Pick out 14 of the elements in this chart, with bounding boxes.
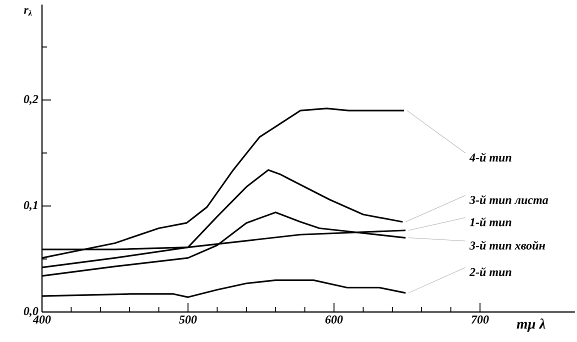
y-tick-label: 0,0 xyxy=(24,307,38,317)
text: 4-й тип xyxy=(469,152,512,162)
x-tick-label: 500 xyxy=(179,316,197,324)
y-tick-label: 0,1 xyxy=(24,201,38,211)
text: 1-й тип xyxy=(470,218,512,226)
x-tick-label: 400 xyxy=(32,316,51,324)
text: 3-й тип листа xyxy=(469,195,548,204)
x-tick-label: 600 xyxy=(325,316,343,324)
text: 2-й тип xyxy=(469,267,512,276)
y-axis-title: r$_{λ}$ xyxy=(24,8,32,16)
text: 3-й тип хвойн xyxy=(469,240,546,250)
y-tick-label: 0,2 xyxy=(24,95,38,105)
x-tick-label: 700 xyxy=(472,316,489,324)
x-axis-title: mμ λ xyxy=(516,318,546,332)
